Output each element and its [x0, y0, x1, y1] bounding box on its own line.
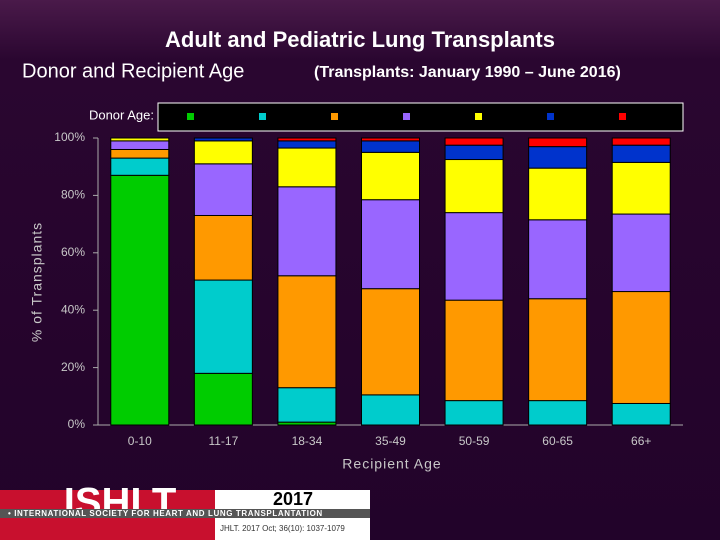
bar-segment [361, 140, 420, 153]
bar-segment [611, 144, 671, 163]
legend-swatch [259, 113, 266, 120]
bar-segment [361, 137, 420, 142]
bar-segment [611, 137, 671, 146]
bar-segment [277, 275, 337, 389]
bar-segment [528, 400, 588, 426]
bar-segment [193, 140, 253, 165]
legend-swatch [475, 113, 482, 120]
x-axis-label: Recipient Age [342, 456, 441, 472]
x-tick-label: 60-65 [542, 434, 573, 448]
bar-segment [193, 137, 253, 142]
y-tick-label: 20% [61, 360, 85, 374]
bar-segment [277, 186, 337, 277]
bar-segment [361, 394, 420, 426]
bar-segment [528, 219, 588, 300]
bar-segment [444, 159, 504, 214]
bar-segment [277, 137, 337, 142]
bar-segment [110, 137, 170, 142]
x-tick-label: 66+ [631, 434, 651, 448]
bar-segment [528, 298, 588, 402]
legend-swatch [619, 113, 626, 120]
bar-segment [110, 174, 170, 426]
society-name: • INTERNATIONAL SOCIETY FOR HEART AND LU… [8, 509, 323, 518]
legend-title: Donor Age: [89, 107, 154, 122]
bar-segment [361, 151, 420, 201]
bar-segment [277, 387, 337, 423]
year-box [215, 490, 370, 509]
bar-segment [277, 140, 337, 149]
x-tick-label: 35-49 [375, 434, 406, 448]
citation: JHLT. 2017 Oct; 36(10): 1037-1079 [220, 524, 345, 533]
chart-subtitle: Donor and Recipient Age [22, 60, 244, 82]
x-tick-label: 11-17 [208, 434, 238, 448]
y-tick-label: 0% [68, 417, 86, 431]
bar-segment [528, 146, 588, 169]
chart-subtitle-note: (Transplants: January 1990 – June 2016) [314, 64, 621, 81]
legend-swatch [331, 113, 338, 120]
bar-segment [444, 400, 504, 426]
bar-segment [444, 212, 504, 301]
bar-segment [444, 137, 504, 146]
bar-segment [444, 144, 504, 161]
bar-segment [193, 163, 253, 216]
y-axis-label: % of Transplants [29, 222, 45, 342]
bar-segment [528, 167, 588, 221]
bar-segment [110, 157, 170, 176]
y-tick-label: 80% [61, 188, 85, 202]
bar-segment [193, 372, 253, 426]
bar-segment [193, 279, 253, 374]
y-tick-label: 40% [61, 302, 85, 316]
bar-segment [611, 213, 671, 293]
bar-segment [528, 137, 588, 148]
bar-segment [361, 199, 420, 290]
y-tick-label: 100% [54, 130, 85, 144]
bar-segment [361, 288, 420, 396]
bar-segment [277, 147, 337, 188]
legend-swatch [187, 113, 194, 120]
bar-segment [110, 148, 170, 159]
bar-segment [611, 291, 671, 404]
citation-box [215, 518, 370, 540]
bar-segment [611, 402, 671, 426]
x-tick-label: 50-59 [459, 434, 490, 448]
y-tick-label: 60% [61, 245, 85, 259]
x-tick-label: 0-10 [128, 434, 152, 448]
legend-swatch [403, 113, 410, 120]
bar-segment [110, 140, 170, 150]
bar-segment [611, 161, 671, 215]
bar-segment [193, 214, 253, 281]
x-tick-label: 18-34 [292, 434, 323, 448]
bar-segment [444, 299, 504, 402]
legend-swatch [547, 113, 554, 120]
year: 2017 [273, 489, 313, 509]
chart-title: Adult and Pediatric Lung Transplants [165, 27, 555, 52]
legend-box [157, 102, 684, 132]
logo-stripe [0, 509, 370, 518]
